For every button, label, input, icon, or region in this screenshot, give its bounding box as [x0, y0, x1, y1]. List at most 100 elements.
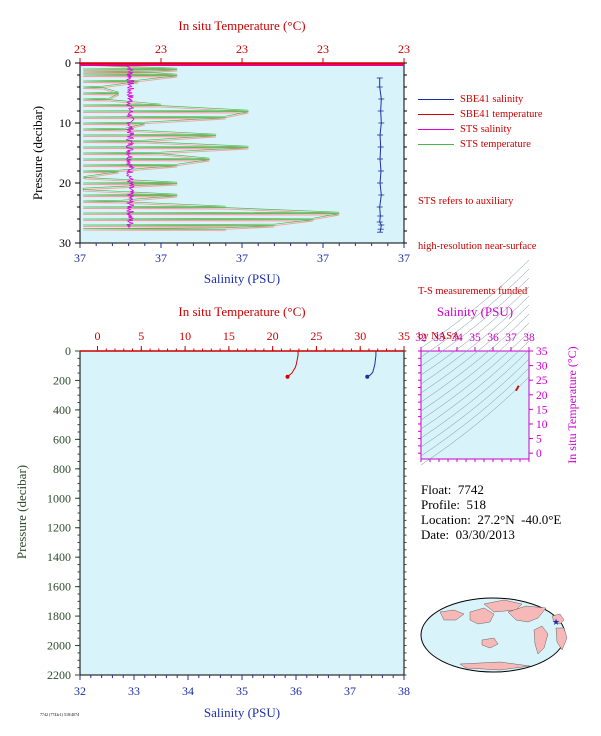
bottom-pressure-tick-label: 0 — [65, 344, 71, 358]
legend-label: STS temperature — [460, 139, 531, 150]
legend-label: SBE41 temperature — [460, 109, 543, 120]
top-pressure-tick-label: 10 — [59, 116, 71, 130]
top-temp-tick-label: 23 — [236, 42, 248, 56]
map-east-asia — [439, 609, 465, 621]
map-location-star: ★ — [552, 617, 560, 627]
ts-temp-tick-label: 15 — [536, 404, 548, 416]
ts-plot-area — [420, 350, 530, 460]
sts-note: STS refers to auxiliary high-resolution … — [418, 164, 536, 359]
salinity-end-point — [365, 374, 370, 379]
ts-density-contour — [420, 340, 530, 430]
top-temp-tick-label: 23 — [317, 42, 329, 56]
ts-point — [515, 388, 518, 391]
ts-density-contour — [420, 277, 530, 367]
ts-sal-tick-label: 36 — [487, 332, 499, 344]
map-europe — [551, 613, 565, 625]
map-south-america — [533, 625, 549, 655]
bottom-sal-tick-label: 32 — [74, 684, 86, 698]
top-temp-axis-label: In situ Temperature (°C) — [178, 18, 305, 33]
profile-number: Profile: 518 — [421, 497, 486, 512]
ts-sal-tick-label: 35 — [469, 332, 481, 344]
float-info: Float: 7742 Profile: 518 Location: 27.2°… — [421, 482, 561, 542]
bottom-temp-tick-label: 10 — [179, 329, 191, 343]
top-sal-tick-label: 37 — [317, 251, 329, 265]
top-profile-panel: 23 23 23 23 23 37 37 37 37 37 0 10 20 30 In situ Temp… — [30, 18, 410, 286]
ts-salinity-axis-label: Salinity (PSU) — [437, 304, 513, 319]
top-sal-tick-label: 37 — [74, 251, 86, 265]
ts-density-contour — [420, 358, 530, 448]
map-antarctica — [459, 661, 531, 671]
bottom-salinity-axis-label: Salinity (PSU) — [204, 705, 280, 720]
bottom-pressure-tick-label: 800 — [53, 462, 71, 476]
ts-temp-tick-label: 30 — [536, 361, 548, 373]
bottom-pressure-tick-label: 200 — [53, 373, 71, 387]
ts-temp-tick-label: 5 — [536, 434, 542, 446]
legend-label: STS salinity — [460, 124, 512, 135]
note-line: STS refers to auxiliary — [418, 196, 514, 207]
map-continents — [439, 599, 568, 671]
sts-temperature-line — [79, 64, 340, 230]
bottom-pressure-tick-label: 400 — [53, 403, 71, 417]
legend-item: STS salinity — [418, 122, 543, 137]
ts-density-contour — [420, 268, 530, 358]
top-sal-tick-label: 37 — [155, 251, 167, 265]
world-map-inset: ★ — [420, 597, 568, 673]
ts-density-contour — [420, 313, 530, 403]
ts-density-contour — [420, 304, 530, 394]
bottom-pressure-tick-label: 1600 — [47, 580, 71, 594]
bottom-sal-tick-label: 35 — [236, 684, 248, 698]
bottom-axes: 0 5 10 15 20 25 30 35 32 33 34 35 36 37 38 0 200 400 600 80… — [47, 329, 410, 698]
legend-swatch — [418, 99, 454, 100]
top-temp-tick-label: 23 — [398, 42, 410, 56]
ts-temp-tick-label: 35 — [536, 346, 548, 358]
bottom-temp-tick-label: 25 — [310, 329, 322, 343]
bottom-temp-tick-label: 30 — [354, 329, 366, 343]
map-asia — [469, 607, 495, 625]
bottom-sal-tick-label: 38 — [398, 684, 410, 698]
ts-sal-tick-label: 32 — [415, 332, 427, 344]
temperature-profile-line — [287, 351, 299, 378]
top-pressure-axis-label: Pressure (decibar) — [30, 106, 45, 200]
ts-axes: 32 33 34 35 36 37 38 0 5 10 15 20 25 30 35 — [415, 332, 548, 462]
top-pressure-tick-label: 20 — [59, 176, 71, 190]
legend-item: STS temperature — [418, 137, 543, 152]
ts-sal-tick-label: 37 — [505, 332, 517, 344]
ts-density-contour — [420, 349, 530, 439]
bottom-pressure-tick-label: 2200 — [47, 668, 71, 682]
ts-data-marks — [420, 259, 530, 466]
bottom-pressure-tick-label: 1400 — [47, 550, 71, 564]
bottom-sal-tick-label: 37 — [344, 684, 356, 698]
top-pressure-tick-label: 30 — [59, 236, 71, 250]
map-north-asia — [483, 599, 523, 613]
bottom-pressure-tick-label: 600 — [53, 432, 71, 446]
top-axes: 23 23 23 23 23 37 37 37 37 37 0 10 20 30 — [59, 42, 410, 265]
bottom-temp-tick-label: 35 — [398, 329, 410, 343]
ts-density-contour — [420, 286, 530, 376]
top-sal-tick-label: 37 — [398, 251, 410, 265]
note-line: high-resolution near-surface — [418, 241, 537, 252]
ts-temp-axis-label: In situ Temperature (°C) — [565, 346, 579, 463]
temperature-end-point — [285, 374, 290, 379]
date: Date: 03/30/2013 — [421, 527, 515, 542]
ts-sal-tick-label: 33 — [433, 332, 445, 344]
sts-salinity-line — [125, 64, 135, 228]
salinity-profile-line — [367, 351, 377, 378]
top-temp-tick-label: 23 — [74, 42, 86, 56]
bottom-plot-area — [79, 350, 405, 676]
sbe41-temp-shadow-line — [79, 64, 340, 232]
bottom-pressure-tick-label: 1000 — [47, 491, 71, 505]
ts-density-contour — [420, 259, 530, 349]
ts-density-contour — [420, 295, 530, 385]
legend-swatch — [418, 114, 454, 115]
float-id: Float: 7742 — [421, 482, 484, 497]
note-line: T-S measurements funded — [418, 286, 528, 297]
float-location-icon: ★ — [552, 617, 560, 627]
legend-swatch — [418, 129, 454, 130]
top-temp-tick-label: 23 — [155, 42, 167, 56]
bottom-temp-tick-label: 20 — [267, 329, 279, 343]
ts-sal-tick-label: 34 — [451, 332, 463, 344]
bottom-temp-tick-label: 15 — [223, 329, 235, 343]
ts-density-contour — [420, 322, 530, 412]
bottom-pressure-tick-label: 1800 — [47, 609, 71, 623]
